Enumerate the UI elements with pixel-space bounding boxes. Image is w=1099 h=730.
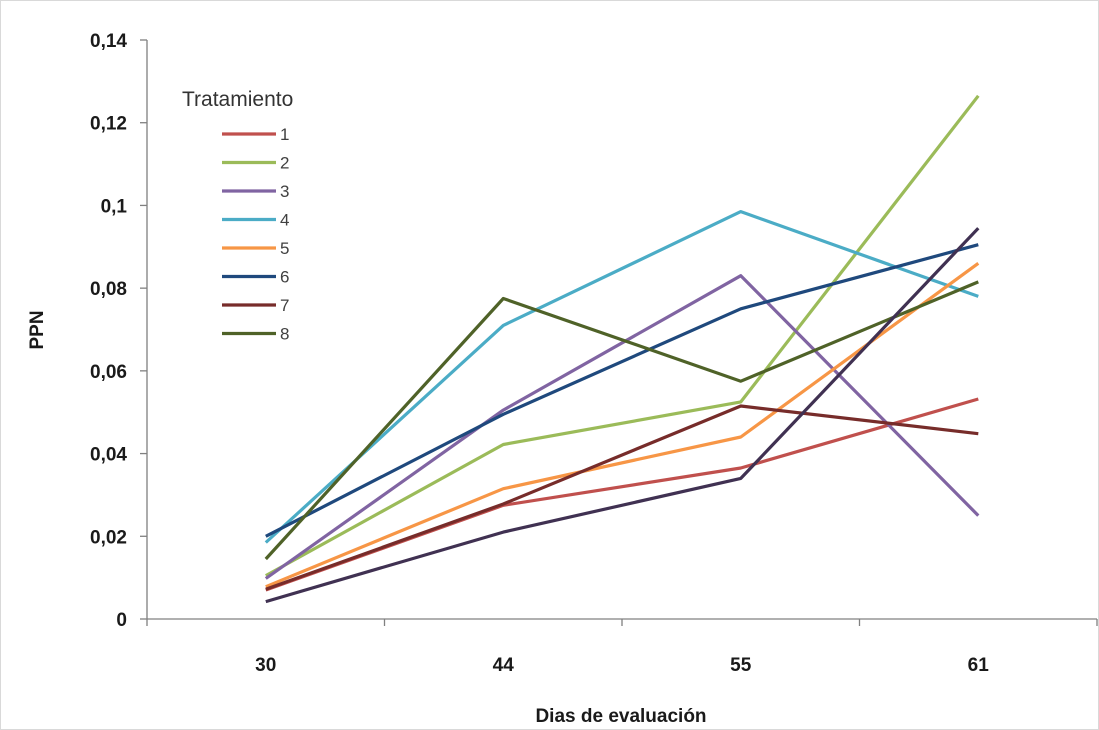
- x-tick-label: 55: [730, 655, 752, 676]
- legend-label: 5: [280, 239, 289, 258]
- legend: Tratamiento 1 2 3 4 5 6 7 8: [182, 88, 293, 344]
- legend-label: 3: [280, 182, 289, 201]
- y-tick-label: 0: [116, 610, 127, 631]
- y-tick-label: 0,02: [90, 527, 127, 548]
- y-tick-label: 0,1: [101, 196, 128, 217]
- legend-label: 8: [280, 325, 289, 344]
- y-tick-label: 0,04: [90, 445, 127, 466]
- y-tick-label: 0,06: [90, 362, 127, 383]
- series-layer: [264, 94, 980, 604]
- legend-label: 1: [280, 125, 289, 144]
- series-line-3: [264, 274, 980, 580]
- series-line-8: [264, 280, 979, 561]
- series-line-unnamed-8: [265, 227, 980, 604]
- y-tick-label: 0,12: [90, 114, 127, 135]
- x-tick-label: 30: [255, 655, 276, 676]
- series-line-2: [265, 94, 980, 578]
- series-line-7: [265, 404, 979, 591]
- series-line-4: [264, 210, 979, 544]
- legend-label: 6: [280, 268, 289, 287]
- legend-label: 2: [280, 154, 289, 173]
- series-line-1: [265, 397, 979, 592]
- x-tick-label: 44: [493, 655, 515, 676]
- y-tick-label: 0,14: [90, 31, 127, 52]
- y-axis-title: PPN: [27, 310, 48, 349]
- x-tick-label: 61: [968, 655, 990, 676]
- y-tick-label: 0,08: [90, 279, 127, 300]
- legend-label: 7: [280, 296, 289, 315]
- legend-label: 4: [280, 211, 289, 230]
- series-line-5: [265, 262, 980, 589]
- x-axis-title: Dias de evaluación: [535, 706, 706, 727]
- series-line-6: [265, 243, 979, 538]
- legend-title: Tratamiento: [182, 88, 293, 111]
